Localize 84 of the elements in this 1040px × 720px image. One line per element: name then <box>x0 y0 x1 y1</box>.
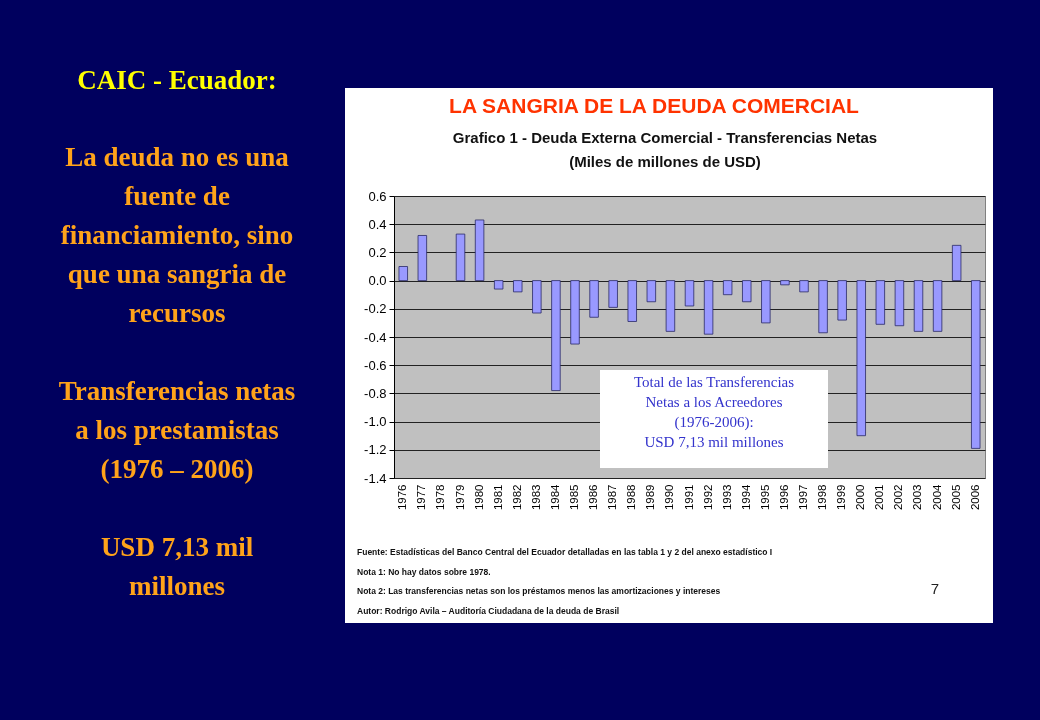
bar <box>665 280 676 332</box>
text: Autor: Rodrigo Avila – Auditoría Ciudadana de la deuda de Brasil <box>357 606 620 616</box>
y-tick-label: -0.8 <box>364 385 387 401</box>
y-tick-label: 0.4 <box>368 216 387 232</box>
y-tick-label: -0.2 <box>364 301 387 317</box>
x-tick-label: 1987 <box>606 484 619 511</box>
chart-title: LA SANGRIA DE LA DEUDA COMERCIAL <box>449 94 860 117</box>
text: USD 7,13 mil millones <box>100 532 254 601</box>
annotation: Total de las Transferencias Netas a los Acreedores (1976-2006): USD 7,13 mil millones <box>633 374 795 450</box>
x-tick-label: 1976 <box>396 484 409 511</box>
y-tick-label: -0.4 <box>364 329 387 345</box>
bar <box>894 280 905 327</box>
text: CAIC - Ecuador: <box>77 65 277 95</box>
bar <box>532 280 542 314</box>
x-tick-label: 1980 <box>472 484 485 511</box>
bar <box>513 280 523 293</box>
x-tick-label: 1992 <box>701 484 714 511</box>
bar <box>951 244 962 281</box>
text: 7 <box>930 580 940 597</box>
source-note: Fuente: Estadísticas del Banco Central del Ecuador detalladas en las tabla 1 y 2 del anexo estadístico I <box>357 547 773 557</box>
bar <box>722 280 733 296</box>
bar <box>627 280 637 322</box>
x-tick-label: 1988 <box>625 484 638 511</box>
bar <box>799 280 809 293</box>
bar <box>818 280 828 334</box>
bar <box>417 235 428 281</box>
x-tick-label: 1984 <box>548 483 561 511</box>
x-tick-label: 1997 <box>797 484 809 511</box>
bar <box>646 280 657 303</box>
x-tick-label: 2002 <box>892 484 905 511</box>
y-tick-label: -1.0 <box>364 414 387 430</box>
y-tick-label: 0.2 <box>368 244 387 260</box>
y-tick-label: -1.4 <box>364 470 387 486</box>
x-tick-label: 1981 <box>491 484 504 511</box>
y-tick-label: -0.6 <box>364 357 387 373</box>
bar <box>455 233 466 281</box>
x-tick-label: 1989 <box>644 484 657 511</box>
text: Nota 2: Las transferencias netas son los préstamos menos las amortizaciones y intereses <box>357 586 721 596</box>
x-tick-label: 2004 <box>930 483 943 511</box>
bar <box>589 280 599 318</box>
text: Transferencias netas a los prestamistas (1976 – 2006) <box>58 376 296 484</box>
x-tick-label: 1999 <box>835 484 848 511</box>
y-tick-label: -1.2 <box>364 442 387 458</box>
y-tick-label: 0.6 <box>368 188 387 204</box>
bar <box>932 280 943 332</box>
x-tick-label: 2005 <box>949 484 962 511</box>
text: La deuda no es una fuente de financiamiento, sino que una sangria de recursos <box>60 142 294 328</box>
x-tick-label: 2003 <box>911 484 924 511</box>
x-tick-label: 1998 <box>816 484 829 511</box>
y-tick-label: 0.0 <box>368 273 387 289</box>
x-tick-label: 1996 <box>777 484 790 511</box>
bar <box>913 280 924 332</box>
x-tick-label: 1993 <box>720 484 733 511</box>
bar <box>780 280 790 286</box>
bar <box>856 280 866 437</box>
x-tick-label: 1991 <box>682 484 695 511</box>
bar <box>837 280 847 321</box>
bar <box>493 280 504 290</box>
x-tick-label: 1983 <box>529 484 542 511</box>
x-tick-label: 1995 <box>758 484 771 511</box>
x-tick-label: 2001 <box>873 484 886 511</box>
text: Nota 1: No hay datos sobre 1978. <box>357 567 491 577</box>
bar <box>703 280 714 335</box>
bar <box>398 266 408 281</box>
bar <box>474 219 485 281</box>
bar <box>761 280 771 324</box>
x-tick-label: 1978 <box>434 484 447 511</box>
x-tick-label: 1977 <box>415 484 428 511</box>
x-tick-label: 1985 <box>568 484 580 511</box>
bar <box>551 280 561 391</box>
x-tick-label: 1994 <box>739 483 752 511</box>
x-tick-label: 1986 <box>587 484 600 511</box>
bar <box>971 280 981 449</box>
x-tick-label: 2000 <box>854 484 867 511</box>
chart-subtitle: Grafico 1 - Deuda Externa Comercial - Transferencias Netas (Miles de millones de USD) <box>452 129 878 170</box>
bar <box>570 280 580 345</box>
bar <box>742 280 752 303</box>
bar <box>684 280 695 307</box>
x-tick-label: 1979 <box>453 484 466 511</box>
x-tick-label: 1990 <box>663 484 676 511</box>
x-tick-label: 2006 <box>968 484 981 511</box>
bar <box>608 280 618 308</box>
bar <box>875 280 886 325</box>
x-tick-label: 1982 <box>510 484 523 511</box>
